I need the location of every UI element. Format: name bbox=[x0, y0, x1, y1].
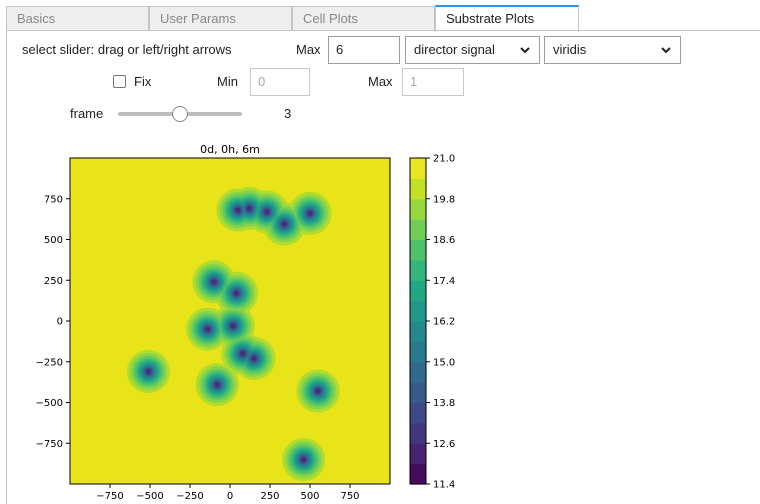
tab-basics[interactable]: Basics bbox=[6, 6, 149, 30]
chevron-down-icon bbox=[661, 47, 671, 54]
cell-center-7 bbox=[206, 327, 210, 331]
tab-divider bbox=[6, 30, 760, 31]
colorbar-tick-label: 17.4 bbox=[433, 276, 455, 287]
cell-center-4 bbox=[308, 211, 312, 216]
cell-center-5 bbox=[212, 280, 216, 284]
colorbar: 21.0 19.8 18.6 17.4 16.2 15.0 13.8 12.6 11.4 bbox=[409, 154, 455, 491]
colorbar-band bbox=[410, 382, 426, 404]
cell-center-8 bbox=[231, 324, 235, 328]
tab-substrate-plots[interactable]: Substrate Plots bbox=[435, 5, 579, 32]
x-axis: −750 −500 −250 0 250 500 750 bbox=[96, 484, 360, 502]
colorbar-tick-label: 18.6 bbox=[433, 235, 455, 246]
cell-center-13 bbox=[316, 389, 320, 393]
cell-center-9 bbox=[241, 352, 245, 356]
x-tick-label: 500 bbox=[300, 491, 319, 502]
colorbar-band bbox=[410, 443, 426, 465]
panel-border bbox=[6, 30, 7, 504]
colorbar-band bbox=[410, 239, 426, 261]
tab-user-params[interactable]: User Params bbox=[149, 6, 292, 30]
slider-hint-label: select slider: drag or left/right arrows bbox=[22, 42, 232, 57]
colorbar-tick-label: 16.2 bbox=[433, 317, 455, 328]
frame-value: 3 bbox=[284, 106, 292, 121]
y-tick-label: −750 bbox=[36, 439, 63, 450]
cell-center-14 bbox=[302, 457, 306, 462]
x-tick-label: 750 bbox=[340, 491, 359, 502]
substrate-select-value: director signal bbox=[414, 42, 495, 57]
colorbar-band bbox=[410, 158, 426, 179]
cell-center-1 bbox=[247, 206, 251, 211]
max-input[interactable]: 6 bbox=[328, 36, 400, 64]
fixed-max-input[interactable]: 1 bbox=[402, 68, 464, 96]
y-tick-label: −500 bbox=[36, 398, 63, 409]
min-label: Min bbox=[217, 74, 238, 89]
colorbar-band bbox=[410, 198, 426, 220]
x-tick-label: −750 bbox=[96, 491, 123, 502]
substrate-select[interactable]: director signal bbox=[405, 36, 540, 64]
y-axis: 750 500 250 0 −250 −500 −750 bbox=[36, 194, 70, 450]
colorbar-tick-label: 12.6 bbox=[433, 439, 455, 450]
colorbar-tick-label: 19.8 bbox=[433, 194, 455, 205]
frame-slider-handle[interactable] bbox=[172, 106, 188, 122]
y-tick-label: 250 bbox=[44, 276, 63, 287]
y-tick-label: 500 bbox=[44, 235, 63, 246]
colorbar-band bbox=[410, 321, 426, 342]
cell-center-11 bbox=[215, 382, 219, 387]
tab-bar: Basics User Params Cell Plots Substrate … bbox=[6, 0, 760, 32]
min-input[interactable]: 0 bbox=[250, 68, 310, 96]
colorbar-tick-label: 13.8 bbox=[433, 398, 455, 409]
fix-checkbox[interactable] bbox=[113, 75, 126, 88]
fix-label: Fix bbox=[134, 74, 152, 89]
colorbar-band bbox=[410, 341, 426, 363]
colorbar-band bbox=[410, 300, 426, 322]
fixed-max-label: Max bbox=[368, 74, 393, 89]
plot-title: 0d, 0h, 6m bbox=[200, 143, 260, 156]
cell-center-10 bbox=[252, 356, 256, 361]
contour-layer bbox=[126, 186, 340, 482]
colorbar-band bbox=[410, 219, 426, 241]
colormap-select-value: viridis bbox=[553, 42, 587, 57]
x-tick-label: 250 bbox=[260, 491, 279, 502]
tab-cell-plots[interactable]: Cell Plots bbox=[292, 6, 435, 30]
x-tick-label: −250 bbox=[176, 491, 203, 502]
cell-center-2 bbox=[265, 210, 269, 214]
y-tick-label: 0 bbox=[57, 317, 63, 328]
y-tick-label: 750 bbox=[44, 194, 63, 205]
cell-center-12 bbox=[146, 369, 150, 374]
colorbar-band bbox=[410, 280, 426, 302]
frame-label: frame bbox=[70, 106, 104, 121]
cell-center-6 bbox=[234, 291, 238, 295]
y-tick-label: −250 bbox=[36, 357, 63, 368]
colorbar-tick-label: 15.0 bbox=[433, 357, 455, 368]
colorbar-tick-label: 11.4 bbox=[433, 480, 455, 491]
x-tick-label: −500 bbox=[136, 491, 163, 502]
max-label: Max bbox=[296, 42, 321, 57]
x-tick-label: 0 bbox=[227, 491, 233, 502]
cell-center-3 bbox=[282, 222, 286, 226]
chevron-down-icon bbox=[520, 47, 530, 54]
colorbar-band bbox=[410, 402, 426, 424]
cell-center-0 bbox=[236, 208, 240, 212]
colormap-select[interactable]: viridis bbox=[544, 36, 681, 64]
colorbar-band bbox=[410, 463, 426, 485]
colorbar-band bbox=[410, 422, 426, 444]
colorbar-band bbox=[410, 259, 426, 281]
colorbar-tick-label: 21.0 bbox=[433, 154, 455, 165]
colorbar-band bbox=[410, 178, 426, 200]
colorbar-band bbox=[410, 361, 426, 383]
